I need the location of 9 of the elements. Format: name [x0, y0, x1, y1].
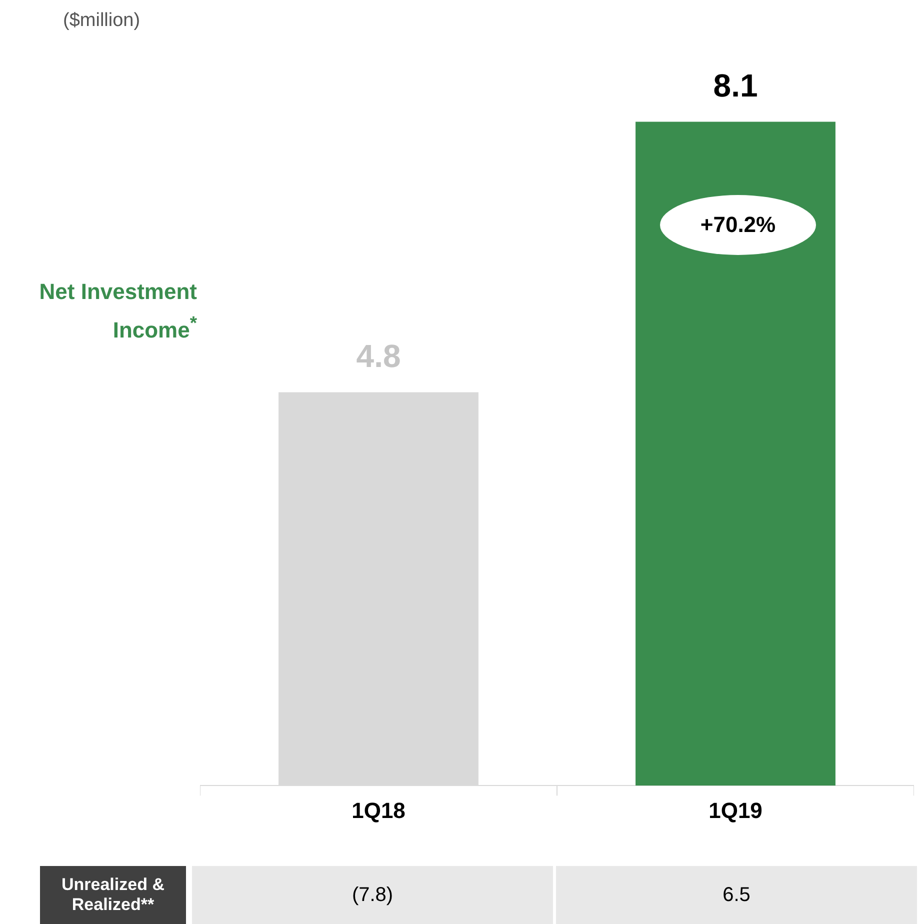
x-tick-label: 1Q19 — [708, 798, 762, 823]
text: Unrealized & Realized** — [40, 866, 186, 924]
x-tick-label: 1Q18 — [352, 798, 406, 823]
data-label: 4.8 — [356, 338, 401, 374]
text: (7.8) — [192, 866, 553, 924]
y-axis-title: Net Investment Income$^{*}$ — [38, 278, 197, 344]
data-label: 8.1 — [713, 68, 758, 104]
chart-subtitle: ($million) — [63, 10, 140, 32]
text: 6.5 — [556, 866, 917, 924]
